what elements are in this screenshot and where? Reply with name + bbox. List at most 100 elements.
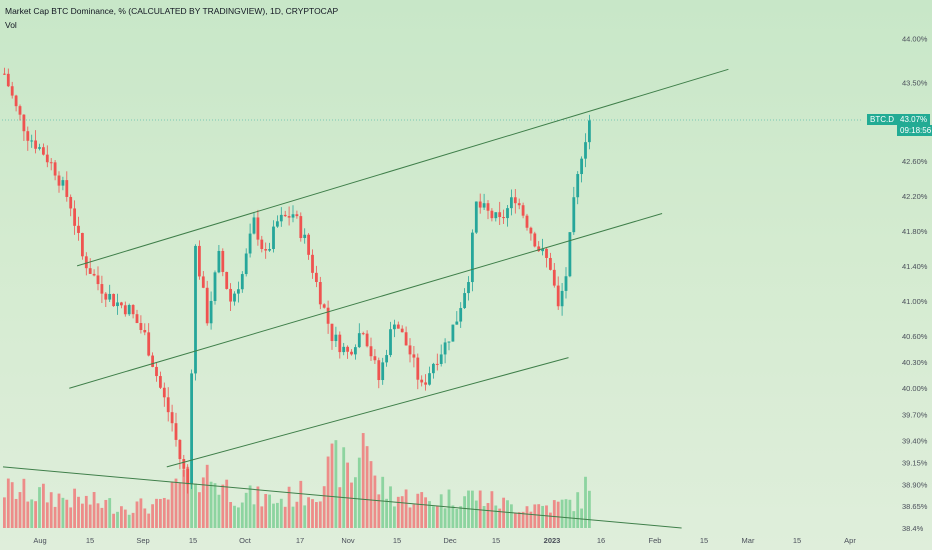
volume-bar	[404, 489, 408, 528]
candle-body	[408, 345, 412, 355]
candle-body	[365, 333, 369, 347]
candle-body	[279, 214, 283, 222]
volume-bar	[291, 506, 295, 528]
date-tick-label: 15	[189, 536, 197, 545]
candle-body	[494, 212, 498, 219]
volume-bar	[159, 498, 162, 528]
lower-channel-trendline	[166, 357, 569, 468]
candle-body	[416, 357, 420, 380]
volume-bar	[42, 483, 45, 528]
candle-body	[443, 342, 447, 355]
volume-bar	[396, 496, 400, 528]
candle-body	[334, 334, 338, 342]
volume-bar	[451, 505, 455, 528]
volume-bar	[92, 492, 96, 528]
candle-body	[120, 302, 123, 306]
volume-bar	[108, 498, 112, 528]
symbol-badge: BTC.D	[867, 113, 897, 125]
price-tick-label: 44.00%	[902, 35, 928, 44]
candle-body	[198, 245, 201, 277]
candle-body	[291, 214, 295, 218]
volume-bar	[240, 502, 244, 528]
candle-body	[525, 215, 529, 228]
volume-bar	[412, 504, 416, 528]
volume-bar	[147, 513, 151, 528]
volume-bar	[373, 475, 377, 528]
candle-body	[393, 324, 396, 330]
candle-body	[209, 300, 213, 324]
candle-body	[361, 333, 365, 335]
price-tick-label: 39.70%	[902, 410, 928, 419]
volume-bar	[490, 491, 494, 528]
volume-bar	[393, 506, 396, 528]
chart-title: Market Cap BTC Dominance, % (CALCULATED …	[5, 6, 339, 16]
volume-bar	[439, 494, 443, 528]
volume-bar	[498, 508, 502, 528]
volume-bar	[272, 503, 275, 528]
volume-bar	[584, 476, 587, 528]
volume-bar	[244, 492, 248, 528]
price-tick-label: 38.65%	[902, 502, 928, 511]
candle-body	[424, 382, 427, 385]
date-tick-label: 17	[296, 536, 304, 545]
volume-bar	[303, 505, 307, 528]
volume-bar	[182, 469, 186, 528]
price-tick-label: 42.60%	[902, 157, 928, 166]
candle-body	[69, 196, 73, 209]
candle-body	[311, 254, 314, 273]
volume-bar	[3, 497, 6, 528]
candle-body	[268, 249, 271, 251]
candle-body	[42, 147, 45, 155]
date-tick-label: 15	[793, 536, 801, 545]
price-tick-label: 41.00%	[902, 297, 928, 306]
candle-body	[73, 208, 76, 226]
candle-body	[396, 324, 400, 329]
candle-body	[299, 216, 303, 239]
volume-bar	[194, 483, 197, 528]
volume-bar	[513, 512, 517, 528]
volume-bar	[369, 461, 373, 528]
volume-bar	[96, 503, 100, 528]
candle-body	[549, 257, 552, 270]
candle-body	[10, 86, 14, 96]
volume-bar	[49, 492, 53, 528]
candle-body	[116, 302, 119, 307]
candle-body	[354, 347, 357, 355]
candle-body	[439, 354, 443, 364]
volume-bar	[81, 503, 84, 528]
volume-bar	[112, 513, 115, 528]
volume-bar	[18, 492, 22, 528]
candle-body	[404, 332, 408, 346]
candle-body	[143, 330, 147, 333]
candle-body	[381, 362, 385, 381]
candle-body	[225, 271, 229, 289]
last-price-badge: 43.07%	[897, 113, 931, 125]
candle-body	[338, 334, 342, 353]
volume-bar	[213, 483, 217, 528]
volume-bar	[217, 494, 221, 528]
candle-body	[568, 232, 572, 277]
candle-body	[205, 287, 209, 324]
candle-body	[295, 214, 299, 217]
candle-body	[65, 180, 69, 197]
candle-body	[260, 239, 264, 250]
candle-body	[346, 346, 349, 352]
candle-body	[276, 221, 279, 227]
volume-bar	[482, 506, 486, 528]
volume-bar	[73, 488, 76, 528]
volume-bar	[545, 505, 548, 528]
volume-bar	[88, 504, 92, 528]
candle-body	[326, 307, 330, 324]
countdown-badge: 09:18:56	[897, 124, 932, 136]
volume-bar	[502, 497, 505, 528]
candle-body	[22, 114, 26, 132]
candle-body	[283, 214, 287, 217]
candle-body	[478, 201, 482, 208]
volume-bar	[57, 493, 61, 528]
volume-bar	[178, 482, 182, 528]
volume-bar	[34, 501, 37, 528]
volume-bar	[299, 480, 303, 528]
candle-body	[420, 379, 424, 383]
candle-body	[123, 305, 127, 315]
